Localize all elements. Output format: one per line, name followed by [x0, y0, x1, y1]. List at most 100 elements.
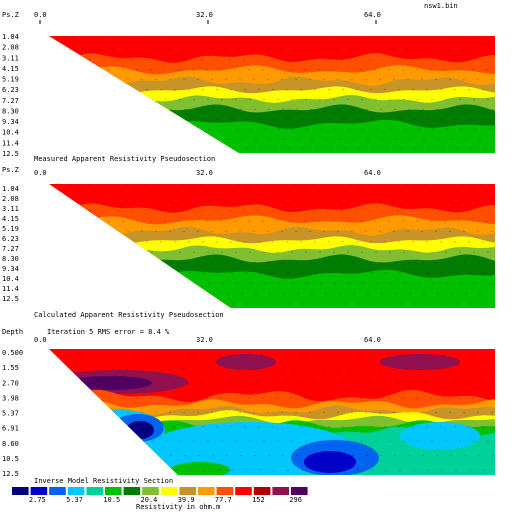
data-point [441, 272, 443, 274]
data-point [441, 118, 443, 120]
data-point [481, 59, 483, 61]
depth-label: 6.23 [2, 235, 19, 243]
data-point [89, 210, 91, 212]
data-point [473, 98, 475, 101]
data-point [240, 108, 242, 110]
data-point [393, 230, 395, 233]
data-point [95, 440, 97, 442]
data-point [175, 118, 177, 120]
data-point [260, 303, 262, 305]
data-point [177, 354, 179, 356]
data-point [404, 128, 406, 130]
data-point [352, 261, 354, 264]
data-point [454, 426, 456, 428]
data-point [226, 108, 228, 110]
data-point [129, 293, 131, 295]
data-point [187, 383, 189, 385]
data-point [317, 189, 319, 191]
data-point [177, 189, 179, 191]
data-point [259, 272, 261, 274]
data-point [356, 426, 358, 428]
data-point [402, 397, 404, 399]
data-point [291, 98, 293, 101]
data-point [151, 251, 153, 253]
data-point [128, 108, 130, 110]
data-point [71, 411, 73, 414]
data-point [390, 128, 392, 130]
data-point [280, 49, 282, 51]
data-point [308, 368, 310, 370]
data-point [176, 148, 178, 150]
data-point [394, 261, 396, 264]
data-point [276, 69, 278, 71]
data-point [403, 98, 405, 101]
data-point [211, 411, 213, 414]
data-point [110, 282, 112, 284]
data-point [199, 293, 201, 295]
data-point [207, 440, 209, 442]
data-point [347, 251, 349, 253]
data-point [120, 303, 122, 305]
data-point [331, 39, 333, 41]
data-point [364, 49, 366, 51]
data-point [155, 411, 157, 414]
data-point [76, 426, 78, 428]
data-point [191, 354, 193, 356]
depth-label: 12.5 [2, 150, 19, 158]
data-point [163, 354, 165, 356]
data-point [127, 79, 129, 81]
data-point [331, 189, 333, 191]
data-point [309, 79, 311, 81]
calculated-pseudosection [49, 184, 495, 308]
data-point [81, 440, 83, 442]
data-point [129, 138, 131, 140]
data-point [202, 88, 204, 91]
data-point [386, 303, 388, 305]
data-point [432, 128, 434, 130]
data-point [152, 128, 154, 130]
data-point [103, 59, 105, 61]
data-point [468, 426, 470, 428]
data-point [182, 49, 184, 51]
data-point [285, 383, 287, 385]
data-point [98, 368, 100, 370]
data-point [225, 230, 227, 233]
data-point [182, 199, 184, 201]
data-point [380, 108, 382, 110]
data-point [416, 397, 418, 399]
data-point [464, 261, 466, 264]
legend-units: Resistivity in ohm.m [136, 503, 220, 511]
data-point [420, 49, 422, 51]
data-point [140, 199, 142, 201]
data-point [449, 79, 451, 81]
data-point [427, 118, 429, 120]
data-point [263, 251, 265, 253]
panel3-x-tick-64: 64.0 [364, 336, 381, 344]
data-point [136, 69, 138, 71]
data-point [179, 251, 181, 253]
data-point [275, 354, 277, 356]
data-point [378, 199, 380, 201]
data-point [463, 230, 465, 233]
data-point [119, 469, 121, 471]
data-point [233, 354, 235, 356]
data-point [305, 98, 307, 101]
data-point [375, 251, 377, 253]
data-point [196, 368, 198, 370]
data-point [187, 210, 189, 212]
data-point [51, 189, 53, 191]
data-point [455, 469, 457, 471]
data-point [435, 411, 437, 414]
data-point [192, 397, 194, 399]
data-point [163, 39, 165, 41]
panel2-x-tick-64: 64.0 [364, 169, 381, 177]
data-point [471, 189, 473, 191]
data-point [425, 59, 427, 61]
data-point [95, 251, 97, 253]
data-point [61, 210, 63, 212]
data-point [170, 455, 172, 457]
panel2-x-tick-32: 32.0 [196, 169, 213, 177]
data-point [417, 251, 419, 253]
depth-label: 11.4 [2, 285, 19, 293]
data-point [281, 79, 283, 81]
